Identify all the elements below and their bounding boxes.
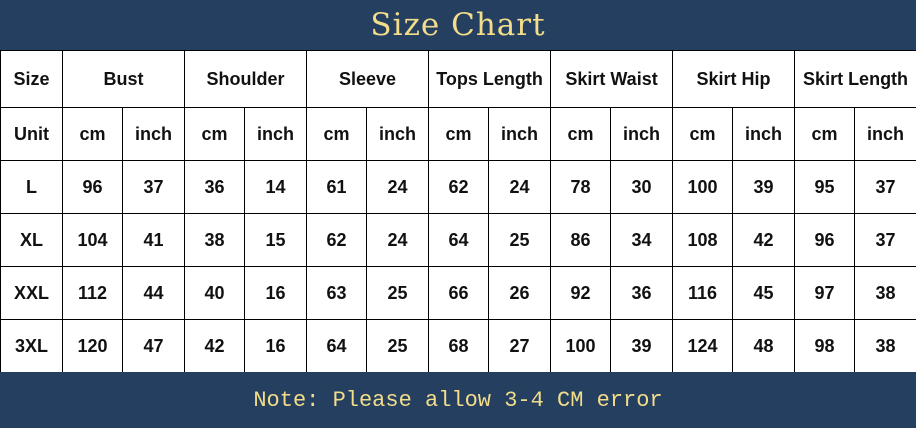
unit-row: Unit cm inch cm inch cm inch cm inch cm inch cm inch… xyxy=(0,107,916,161)
value-cell: 44 xyxy=(122,266,185,320)
column-header: Bust xyxy=(62,50,185,108)
unit-cm: cm xyxy=(550,107,612,161)
value-cell: 25 xyxy=(366,266,430,320)
value-cell: 39 xyxy=(732,160,796,214)
value-cell: 27 xyxy=(488,319,552,373)
value-cell: 45 xyxy=(732,266,796,320)
column-header: Sleeve xyxy=(306,50,430,108)
value-cell: 30 xyxy=(610,160,674,214)
value-cell: 42 xyxy=(184,319,245,373)
value-cell: 16 xyxy=(243,266,308,320)
value-cell: 24 xyxy=(366,160,430,214)
column-header: Size xyxy=(0,50,63,108)
column-header: Tops Length xyxy=(428,50,552,108)
value-cell: 96 xyxy=(62,160,123,214)
value-cell: 64 xyxy=(428,213,490,267)
value-cell: 42 xyxy=(732,213,796,267)
unit-cm: cm xyxy=(62,107,123,161)
value-cell: 38 xyxy=(854,266,916,320)
unit-cm: cm xyxy=(306,107,368,161)
header-row: Size Bust Shoulder Sleeve Tops Length Skirt W… xyxy=(0,50,916,108)
value-cell: 100 xyxy=(672,160,734,214)
value-cell: 116 xyxy=(672,266,734,320)
size-cell: 3XL xyxy=(0,319,63,373)
size-cell: L xyxy=(0,160,63,214)
value-cell: 37 xyxy=(854,160,916,214)
value-cell: 120 xyxy=(62,319,123,373)
unit-cm: cm xyxy=(184,107,245,161)
note-text: Note: Please allow 3-4 CM error xyxy=(0,372,916,428)
value-cell: 95 xyxy=(794,160,856,214)
column-header: Skirt Length xyxy=(794,50,916,108)
value-cell: 41 xyxy=(122,213,185,267)
value-cell: 26 xyxy=(488,266,552,320)
unit-cm: cm xyxy=(428,107,490,161)
value-cell: 61 xyxy=(306,160,368,214)
value-cell: 25 xyxy=(488,213,552,267)
value-cell: 100 xyxy=(550,319,612,373)
unit-inch: inch xyxy=(732,107,796,161)
value-cell: 24 xyxy=(488,160,552,214)
value-cell: 38 xyxy=(184,213,245,267)
table-row: XL 104 41 38 15 62 24 64 25 86 34 108 42 96 37 xyxy=(0,213,916,267)
unit-inch: inch xyxy=(122,107,185,161)
size-table: Size Bust Shoulder Sleeve Tops Length Skirt W… xyxy=(0,50,916,373)
unit-cm: cm xyxy=(794,107,856,161)
value-cell: 124 xyxy=(672,319,734,373)
value-cell: 78 xyxy=(550,160,612,214)
value-cell: 96 xyxy=(794,213,856,267)
value-cell: 62 xyxy=(428,160,490,214)
value-cell: 34 xyxy=(610,213,674,267)
value-cell: 36 xyxy=(610,266,674,320)
value-cell: 37 xyxy=(122,160,185,214)
value-cell: 14 xyxy=(243,160,308,214)
value-cell: 97 xyxy=(794,266,856,320)
unit-inch: inch xyxy=(488,107,552,161)
value-cell: 63 xyxy=(306,266,368,320)
unit-inch: inch xyxy=(366,107,430,161)
value-cell: 15 xyxy=(243,213,308,267)
value-cell: 66 xyxy=(428,266,490,320)
value-cell: 40 xyxy=(184,266,245,320)
unit-inch: inch xyxy=(610,107,674,161)
unit-inch: inch xyxy=(854,107,916,161)
value-cell: 47 xyxy=(122,319,185,373)
size-cell: XXL xyxy=(0,266,63,320)
column-header: Skirt Waist xyxy=(550,50,674,108)
value-cell: 62 xyxy=(306,213,368,267)
table-row: 3XL 120 47 42 16 64 25 68 27 100 39 124 48 98 38 xyxy=(0,319,916,373)
size-cell: XL xyxy=(0,213,63,267)
unit-cm: cm xyxy=(672,107,734,161)
column-header: Skirt Hip xyxy=(672,50,796,108)
value-cell: 39 xyxy=(610,319,674,373)
value-cell: 36 xyxy=(184,160,245,214)
value-cell: 24 xyxy=(366,213,430,267)
value-cell: 112 xyxy=(62,266,123,320)
value-cell: 108 xyxy=(672,213,734,267)
value-cell: 92 xyxy=(550,266,612,320)
value-cell: 38 xyxy=(854,319,916,373)
value-cell: 64 xyxy=(306,319,368,373)
value-cell: 104 xyxy=(62,213,123,267)
table-row: XXL 112 44 40 16 63 25 66 26 92 36 116 45 97 38 xyxy=(0,266,916,320)
chart-title: Size Chart xyxy=(0,0,916,50)
value-cell: 68 xyxy=(428,319,490,373)
value-cell: 25 xyxy=(366,319,430,373)
column-header: Shoulder xyxy=(183,50,308,108)
table-row: L 96 37 36 14 61 24 62 24 78 30 100 39 95 37 xyxy=(0,160,916,214)
value-cell: 86 xyxy=(550,213,612,267)
unit-label: Unit xyxy=(0,107,63,161)
value-cell: 48 xyxy=(732,319,796,373)
value-cell: 37 xyxy=(854,213,916,267)
unit-inch: inch xyxy=(243,107,308,161)
value-cell: 98 xyxy=(794,319,856,373)
value-cell: 16 xyxy=(243,319,308,373)
